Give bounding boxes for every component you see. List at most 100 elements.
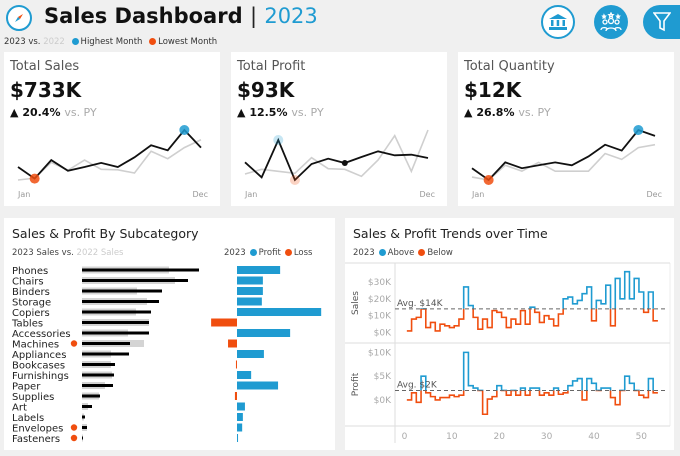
previous-year-line	[471, 143, 656, 181]
subcategory-label: Machines	[12, 340, 59, 351]
sales-2023-bar	[82, 352, 129, 356]
subcategory-label: Phones	[12, 266, 48, 277]
sales-2023-bar	[82, 436, 83, 440]
sales-legend-previous: 2022 Sales	[76, 248, 124, 258]
profit-bar	[237, 423, 243, 432]
sales-2023-bar	[82, 321, 149, 324]
loss-flag-icon	[70, 434, 78, 442]
profit-bar	[237, 308, 322, 316]
bank-button[interactable]	[541, 5, 575, 39]
subcategory-label: Paper	[12, 382, 41, 393]
axis-end-label: Dec	[420, 190, 435, 199]
subcategory-label: Storage	[12, 298, 51, 309]
kpi-value: $93K	[237, 78, 295, 102]
kpi-card: Total Sales $733K ▲ 20.4% vs. PY Jan Dec	[4, 52, 220, 206]
x-tick-label: 40	[588, 432, 600, 442]
compass-logo-icon	[6, 5, 32, 31]
x-tick-label: 20	[493, 432, 505, 442]
current-year-line	[17, 128, 202, 180]
title-text: Sales Dashboard	[44, 4, 243, 28]
trend-title: Sales & Profit Trends over Time	[353, 226, 548, 241]
up-triangle-icon: ▲	[10, 106, 19, 119]
sales-2023-bar	[82, 415, 85, 419]
x-tick-label: 10	[446, 432, 458, 442]
profit-legend-label: Profit	[258, 248, 281, 258]
kpi-card: Total Profit $93K ▲ 12.5% vs. PY Jan Dec	[231, 52, 447, 206]
profit-bar	[237, 413, 243, 421]
filter-icon	[652, 12, 671, 32]
above-dot-icon	[378, 249, 386, 256]
current-year-line	[471, 128, 656, 182]
kpi-sparkline: Jan Dec	[17, 125, 208, 199]
page-title: Sales Dashboard | 2023	[44, 4, 318, 28]
kpi-change-label: vs. PY	[64, 106, 97, 119]
below-average-line	[406, 308, 658, 332]
subcategory-panel: Sales & Profit By Subcategory 2023 Sales…	[4, 218, 335, 450]
profit-dot-icon	[249, 249, 257, 256]
kpi-change-label: vs. PY	[291, 106, 324, 119]
subcategory-label: Supplies	[12, 392, 54, 403]
sales-2023-bar	[82, 331, 149, 335]
filter-button[interactable]	[643, 5, 680, 39]
trend-chart: Sales $0K $10K $20K $30K Avg. $14K Profit $0K $5…	[345, 262, 671, 443]
lowest-month-marker	[289, 175, 300, 185]
top-legend: 2023 vs. 2022 Highest Month Lowest Month	[4, 37, 217, 47]
sales-2023-bar	[82, 426, 87, 429]
previous-year-line	[244, 129, 429, 178]
customers-button[interactable]	[594, 5, 628, 39]
profit-bar	[237, 329, 291, 337]
kpi-value: $733K	[10, 78, 82, 102]
profit-bar	[235, 360, 237, 369]
kpi-change: ▲ 20.4% vs. PY	[10, 106, 97, 119]
profit-bar	[237, 276, 263, 285]
trend-legend-above: Above	[387, 248, 415, 258]
subcategory-label: Furnishings	[12, 371, 69, 382]
sales-2023-bar	[82, 289, 162, 293]
above-average-line	[420, 270, 654, 309]
kpi-value: $12K	[464, 78, 522, 102]
subcategory-label: Appliances	[12, 350, 66, 361]
below-average-line	[406, 390, 658, 416]
loss-dot-icon	[284, 249, 292, 256]
current-year-line	[244, 137, 429, 182]
below-dot-icon	[418, 249, 426, 256]
highest-dot-icon	[71, 38, 79, 45]
profit-legend: 2023 Profit Loss	[224, 248, 312, 258]
subcategory-label: Art	[12, 403, 27, 414]
subcategory-label: Labels	[12, 413, 44, 424]
y-axis-title: Sales	[351, 291, 361, 315]
profit-bar	[234, 392, 237, 400]
above-average-line	[420, 351, 654, 391]
profit-legend-year: 2023	[224, 248, 246, 258]
y-tick-label: $30K	[368, 278, 392, 288]
subcategory-title: Sales & Profit By Subcategory	[12, 226, 199, 241]
sales-2023-bar	[82, 384, 113, 387]
up-triangle-icon: ▲	[237, 106, 246, 119]
subcategory-chart: PhonesChairsBindersStorageCopiersTablesA…	[11, 266, 322, 445]
kpi-change-value: 20.4%	[22, 106, 61, 119]
profit-bar	[237, 371, 252, 379]
x-tick-label: 30	[541, 432, 553, 442]
profit-bar	[228, 339, 237, 348]
subcategory-label: Accessories	[12, 329, 71, 340]
loss-flag-icon	[70, 424, 78, 431]
y-tick-label: $10K	[368, 348, 392, 358]
subcategory-label: Fasteners	[12, 434, 60, 445]
lowest-dot-icon	[149, 38, 157, 45]
kpi-change: ▲ 12.5% vs. PY	[237, 106, 324, 119]
axis-start-label: Jan	[471, 190, 484, 199]
y-tick-label: $5K	[374, 372, 392, 382]
profit-bar	[237, 402, 245, 411]
profit-bar	[237, 297, 262, 306]
y-tick-label: $0K	[374, 329, 392, 339]
average-label: Avg. $14K	[397, 299, 444, 309]
subcategory-label: Copiers	[12, 308, 50, 319]
sales-legend-current: 2023 Sales vs.	[12, 248, 74, 258]
kpi-card: Total Quantity $12K ▲ 26.8% vs. PY Jan De…	[458, 52, 674, 206]
trend-legend-year: 2023	[353, 248, 375, 258]
y-tick-label: $20K	[368, 295, 392, 305]
kpi-change: ▲ 26.8% vs. PY	[464, 106, 551, 119]
x-tick-label: 0	[402, 432, 408, 442]
sales-2023-bar	[82, 405, 92, 408]
profit-bar	[211, 318, 237, 327]
